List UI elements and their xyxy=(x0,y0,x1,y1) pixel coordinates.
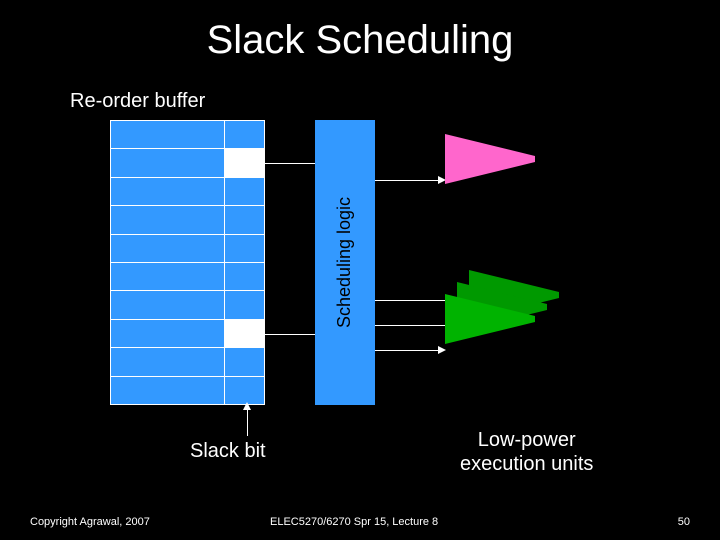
buffer-cell-instr xyxy=(111,319,225,347)
reorder-buffer-table xyxy=(110,120,265,405)
buffer-cell-instr xyxy=(111,206,225,234)
connector-line xyxy=(375,180,440,181)
buffer-row xyxy=(111,262,265,290)
buffer-cell-instr xyxy=(111,262,225,290)
slide-title: Slack Scheduling xyxy=(0,0,720,63)
connector-line xyxy=(375,350,440,351)
buffer-cell-slackbit xyxy=(225,149,265,177)
buffer-cell-slackbit xyxy=(225,291,265,319)
execution-unit-highpower xyxy=(445,134,535,184)
buffer-cell-slackbit xyxy=(225,348,265,376)
buffer-cell-instr xyxy=(111,121,225,149)
buffer-cell-instr xyxy=(111,234,225,262)
buffer-cell-instr xyxy=(111,376,225,404)
slack-bit-arrow xyxy=(247,408,248,436)
buffer-cell-instr xyxy=(111,149,225,177)
buffer-cell-slackbit xyxy=(225,177,265,205)
footer-copyright: Copyright Agrawal, 2007 xyxy=(30,516,150,528)
buffer-cell-instr xyxy=(111,177,225,205)
buffer-row xyxy=(111,234,265,262)
buffer-row xyxy=(111,206,265,234)
buffer-row xyxy=(111,319,265,347)
buffer-cell-slackbit xyxy=(225,262,265,290)
buffer-cell-instr xyxy=(111,348,225,376)
buffer-row xyxy=(111,376,265,404)
lowpower-line2: execution units xyxy=(460,453,593,475)
footer-page: 50 xyxy=(678,516,690,528)
lowpower-line1: Low-power xyxy=(478,429,576,451)
buffer-cell-slackbit xyxy=(225,234,265,262)
connector-line xyxy=(265,334,315,335)
slack-bit-label: Slack bit xyxy=(190,440,266,463)
buffer-cell-slackbit xyxy=(225,319,265,347)
buffer-row xyxy=(111,121,265,149)
scheduling-logic-label: Scheduling logic xyxy=(335,197,356,328)
buffer-row xyxy=(111,291,265,319)
buffer-cell-slackbit xyxy=(225,376,265,404)
scheduling-logic-block: Scheduling logic xyxy=(315,120,375,405)
buffer-row xyxy=(111,177,265,205)
lowpower-label: Low-power execution units xyxy=(460,428,593,476)
reorder-buffer-label: Re-order buffer xyxy=(70,90,205,113)
buffer-cell-instr xyxy=(111,291,225,319)
execution-unit-shape xyxy=(445,294,535,344)
connector-line xyxy=(265,163,315,164)
connector-line xyxy=(375,325,453,326)
buffer-row xyxy=(111,348,265,376)
footer-course: ELEC5270/6270 Spr 15, Lecture 8 xyxy=(270,516,438,528)
buffer-cell-slackbit xyxy=(225,121,265,149)
diagram-area: Scheduling logic xyxy=(110,120,610,420)
buffer-row xyxy=(111,149,265,177)
arrow-icon xyxy=(438,346,446,354)
buffer-cell-slackbit xyxy=(225,206,265,234)
